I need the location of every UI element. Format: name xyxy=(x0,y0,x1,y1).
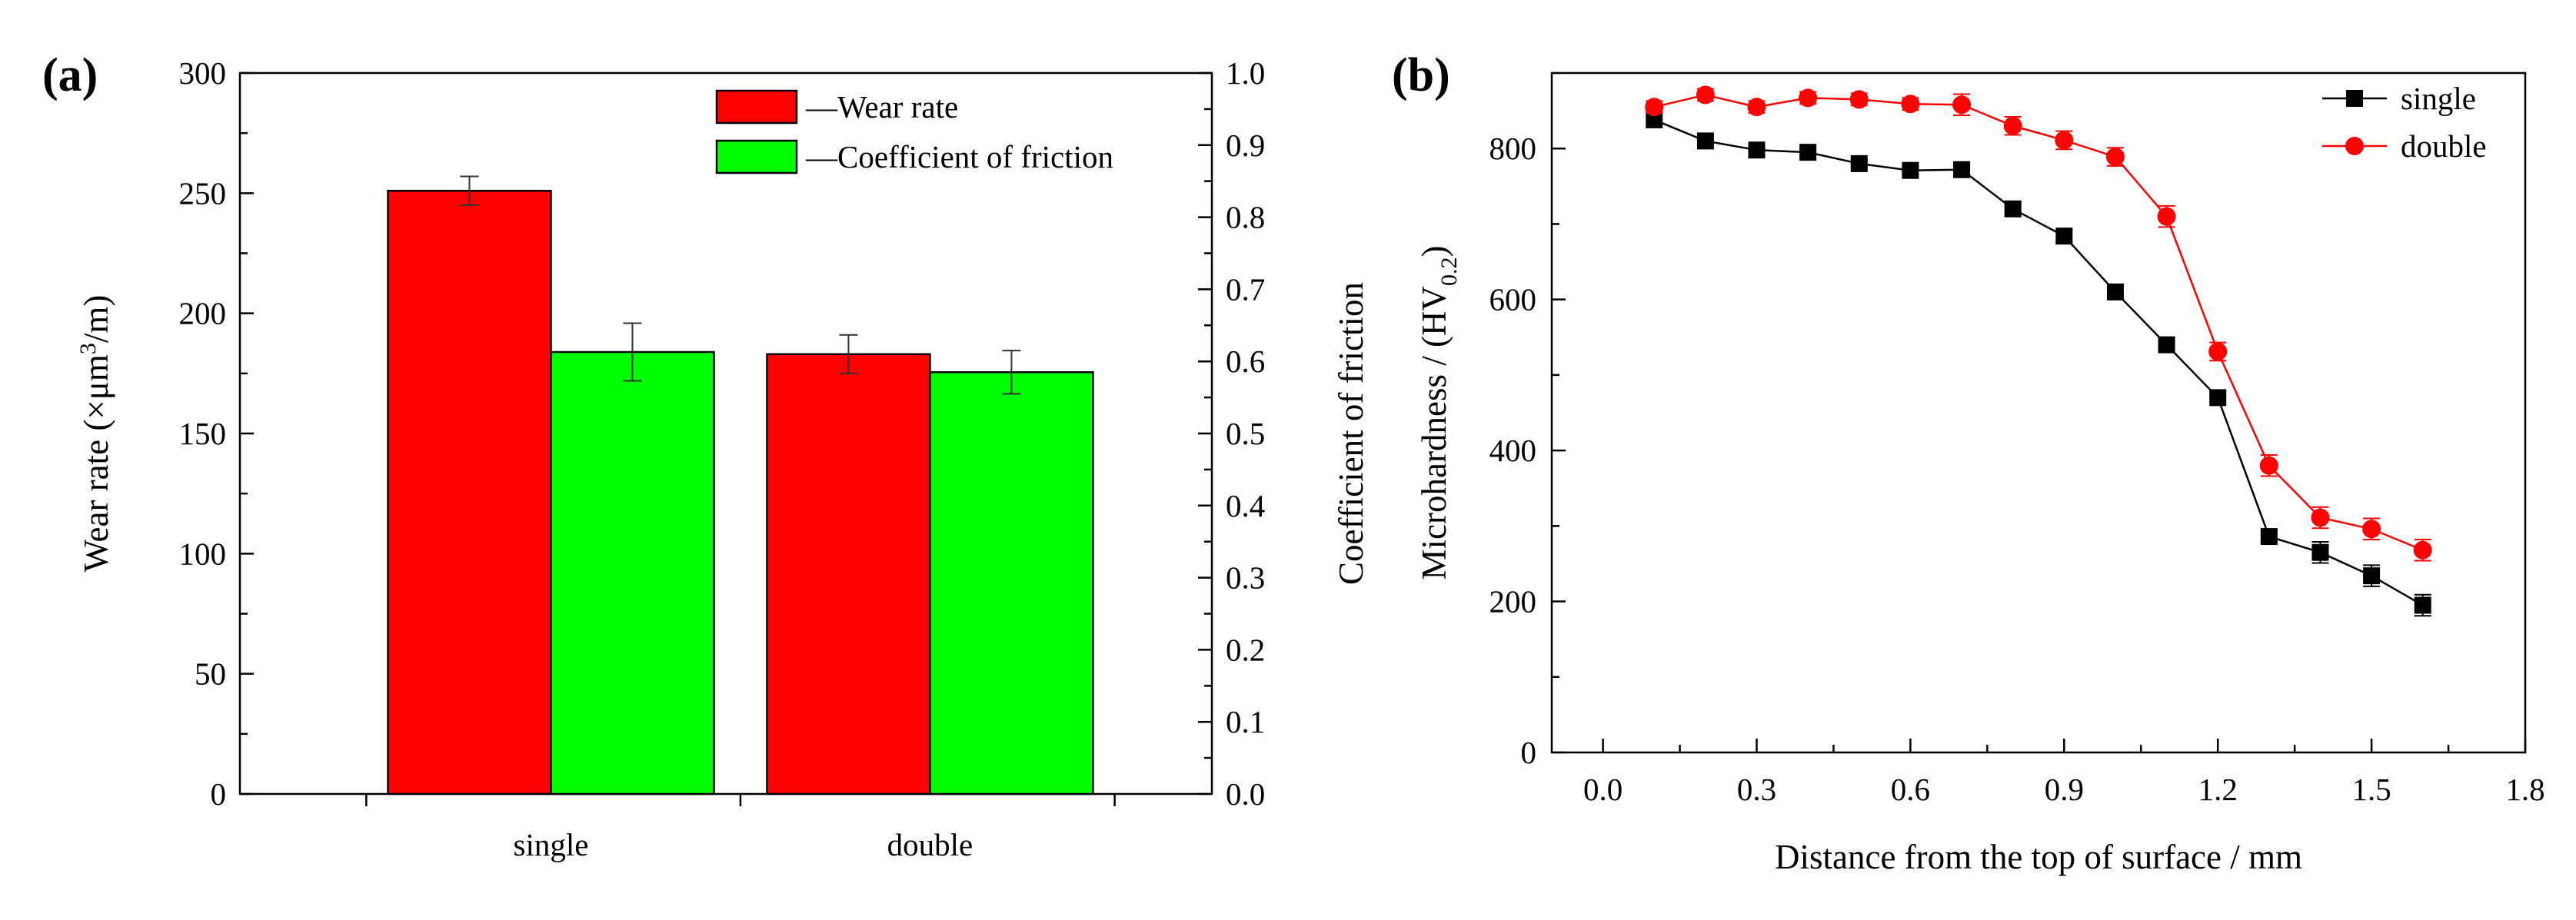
panel-label-b: (b) xyxy=(1392,49,1450,101)
y-tick-label-b: 0 xyxy=(1521,735,1537,770)
bar-wear-rate-single xyxy=(387,189,552,795)
data-point-double xyxy=(2208,342,2228,361)
y-axis-title-b: Microhardness / (HV0.2) xyxy=(1415,246,1462,580)
left-tick-label-a: 150 xyxy=(179,416,227,451)
data-point-double xyxy=(1696,85,1715,105)
right-tick-label-a: 0.1 xyxy=(1226,704,1265,739)
right-tick-label-a: 0.2 xyxy=(1226,632,1265,667)
data-point-double xyxy=(2413,540,2432,560)
left-axis-title-a: Wear rate (×μm3/m) xyxy=(75,295,115,573)
x-tick-label-b: 0.0 xyxy=(1583,772,1622,807)
data-point-single xyxy=(2414,596,2431,614)
data-point-single xyxy=(1850,154,1868,172)
data-point-double xyxy=(1799,88,1818,108)
right-axis-title-a: Coefficient of friction xyxy=(1332,282,1370,585)
data-point-single xyxy=(1646,111,1663,128)
legend-marker-double xyxy=(2345,137,2364,155)
right-tick-label-a: 0.0 xyxy=(1226,776,1265,812)
data-point-single xyxy=(2363,567,2381,585)
legend-swatch-cof xyxy=(715,139,798,174)
x-tick-label-b: 0.9 xyxy=(2045,772,2084,807)
y-tick-label-b: 800 xyxy=(1489,131,1537,166)
left-axis-a: 0 50 100 150 200 250 300 xyxy=(179,55,254,812)
legend-label-double: double xyxy=(2401,128,2487,164)
right-tick-label-a: 0.3 xyxy=(1226,560,1265,596)
legend-label-wear-rate: —Wear rate xyxy=(805,89,958,125)
left-tick-label-a: 250 xyxy=(179,175,227,211)
x-tick-label-b: 1.8 xyxy=(2505,772,2544,807)
x-tick-label-b: 1.5 xyxy=(2351,772,2391,807)
data-point-single xyxy=(1748,141,1766,159)
x-axis-title-b: Distance from the top of surface / mm xyxy=(1775,838,2302,876)
data-point-double xyxy=(1747,98,1766,117)
data-point-single xyxy=(2106,283,2124,301)
bars-group-a xyxy=(387,175,1094,795)
right-tick-label-a: 0.4 xyxy=(1226,488,1265,523)
right-axis-a: 0.0 0.1 0.2 0.3 0.4 0.5 0.6 0.7 0.8 0.9 1.0 xyxy=(1198,55,1265,812)
legend-label-single: single xyxy=(2401,81,2476,116)
data-point-single xyxy=(2004,200,2022,218)
data-point-double xyxy=(2259,456,2278,475)
bar-cof-double xyxy=(929,371,1094,795)
right-tick-label-a: 0.6 xyxy=(1226,344,1265,379)
legend-label-cof: —Coefficient of friction xyxy=(805,139,1113,174)
x-category-label-single: single xyxy=(514,827,589,862)
left-tick-label-a: 300 xyxy=(179,55,227,91)
data-point-double xyxy=(2105,148,2125,167)
data-point-double xyxy=(2003,116,2022,135)
x-tick-label-b: 0.6 xyxy=(1891,772,1930,807)
right-tick-label-a: 0.5 xyxy=(1226,416,1265,451)
data-point-single xyxy=(2055,228,2073,245)
x-tick-label-b: 1.2 xyxy=(2198,772,2238,807)
data-point-single xyxy=(1902,161,1919,179)
right-tick-label-a: 0.8 xyxy=(1226,200,1265,235)
data-point-single xyxy=(2311,543,2329,561)
legend-marker-single xyxy=(2346,90,2363,107)
data-point-double xyxy=(2157,207,2176,226)
plot-frame-b xyxy=(1550,71,2527,754)
right-tick-label-a: 0.9 xyxy=(1226,128,1265,163)
data-point-double xyxy=(1901,95,1920,114)
series-group-b xyxy=(1645,85,2432,617)
data-point-single xyxy=(1953,161,1971,178)
data-point-double xyxy=(2362,520,2381,539)
data-point-single xyxy=(2209,389,2227,407)
panel-label-a: (a) xyxy=(42,49,98,101)
legend-swatch-wear-rate xyxy=(715,89,798,125)
bar-wear-rate-double xyxy=(766,353,931,795)
left-tick-label-a: 0 xyxy=(211,776,227,812)
legend-b: single double xyxy=(2322,81,2487,164)
series-line-double xyxy=(1653,94,2424,551)
x-axis-a: single double xyxy=(365,794,1116,862)
y-axis-b: 0 200 400 600 800 xyxy=(1489,71,1566,770)
right-tick-label-a: 0.7 xyxy=(1226,271,1265,307)
right-tick-label-a: 1.0 xyxy=(1226,55,1265,91)
legend-a: —Wear rate —Coefficient of friction xyxy=(715,89,1113,174)
data-point-double xyxy=(2311,508,2330,527)
y-tick-label-b: 400 xyxy=(1489,433,1537,468)
left-tick-label-a: 50 xyxy=(195,656,226,692)
data-point-single xyxy=(2260,528,2278,546)
x-tick-label-b: 0.3 xyxy=(1737,772,1776,807)
bar-cof-single xyxy=(550,350,715,795)
data-point-double xyxy=(1952,95,1972,115)
data-point-double xyxy=(2055,131,2074,150)
data-point-double xyxy=(1645,98,1664,117)
left-tick-label-a: 200 xyxy=(179,296,227,331)
data-point-single xyxy=(1799,144,1817,161)
y-tick-label-b: 600 xyxy=(1489,282,1537,317)
y-tick-label-b: 200 xyxy=(1489,584,1537,619)
series-line-single xyxy=(1653,118,2424,606)
data-point-double xyxy=(1849,90,1869,109)
data-point-single xyxy=(1696,132,1714,150)
left-tick-label-a: 100 xyxy=(179,536,227,571)
x-axis-b: 0.0 0.3 0.6 0.9 1.2 1.5 1.8 xyxy=(1583,739,2545,807)
data-point-single xyxy=(2158,336,2175,354)
x-category-label-double: double xyxy=(887,827,973,862)
